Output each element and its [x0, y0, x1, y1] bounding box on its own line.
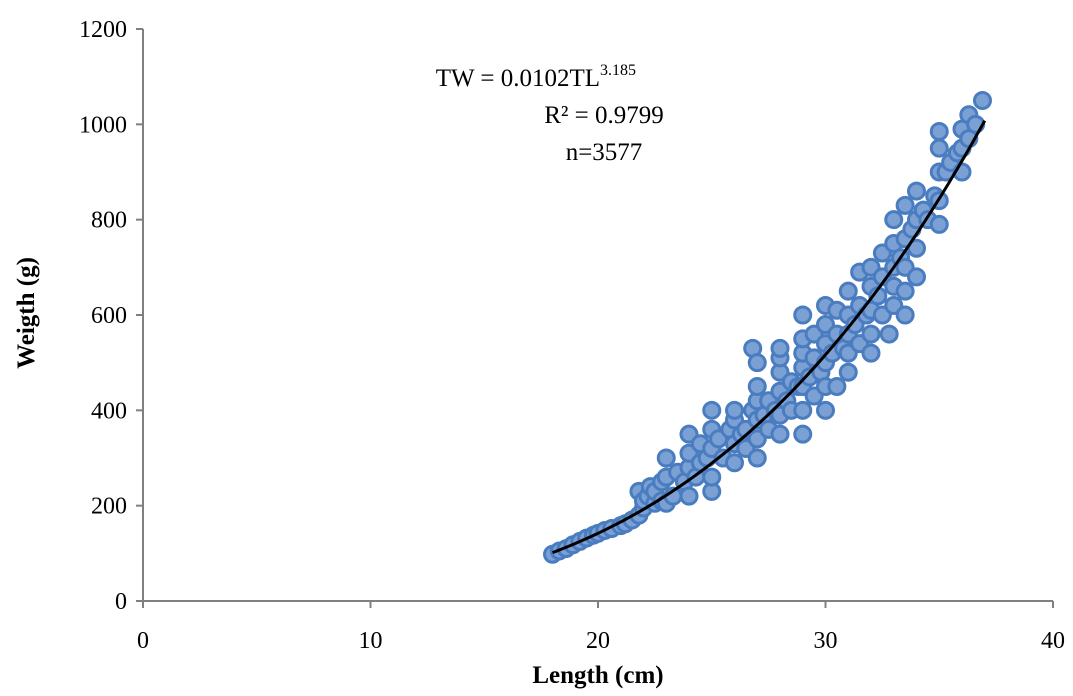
data-point: [747, 353, 767, 373]
data-point: [725, 453, 744, 473]
data-point: [861, 324, 881, 344]
equation-annotation: TW = 0.0102TL 3.185 R² = 0.9799 n=3577: [436, 62, 664, 166]
data-point: [793, 424, 813, 444]
data-point: [656, 448, 676, 468]
data-point: [827, 377, 847, 396]
tick-labels: 0 200 400 600 800 1000 1200 0 10 20 30 40: [79, 17, 1065, 654]
y-tick-label: 800: [91, 208, 127, 234]
x-axis-title: Length (cm): [532, 662, 663, 689]
data-point: [702, 400, 722, 420]
data-point: [879, 324, 899, 344]
data-point: [747, 377, 767, 396]
x-tick-label: 10: [359, 628, 383, 654]
r-squared-text: R² = 0.9799: [544, 102, 664, 129]
data-point: [907, 181, 926, 201]
data-point: [770, 424, 790, 444]
data-point: [679, 486, 699, 506]
data-point: [884, 210, 904, 230]
data-point: [702, 467, 722, 487]
data-point: [895, 305, 915, 325]
data-point: [816, 400, 835, 420]
equation-text: TW = 0.0102TL: [436, 65, 600, 92]
x-tick-label: 20: [586, 628, 610, 654]
data-point: [793, 400, 813, 420]
data-point: [895, 195, 915, 215]
data-point: [770, 338, 790, 358]
data-point: [972, 91, 992, 110]
x-tick-label: 0: [137, 628, 149, 654]
equation-exponent: 3.185: [600, 62, 636, 79]
data-point: [895, 281, 915, 301]
trend-line: [551, 119, 987, 555]
y-axis-title: Weigth (g): [13, 257, 40, 369]
sample-size-text: n=3577: [566, 139, 643, 166]
y-tick-label: 0: [115, 589, 127, 615]
y-tick-label: 1000: [79, 112, 127, 138]
data-point: [793, 305, 813, 325]
data-point: [929, 121, 949, 141]
data-point: [747, 448, 767, 468]
y-tick-label: 200: [91, 494, 127, 520]
x-tick-label: 30: [814, 628, 838, 654]
data-point: [838, 362, 858, 382]
y-tick-label: 1200: [79, 17, 127, 43]
data-points: [543, 91, 992, 564]
y-tick-label: 600: [91, 303, 127, 329]
data-point: [838, 281, 858, 301]
data-point: [929, 138, 949, 158]
data-point: [861, 343, 881, 363]
data-point: [725, 400, 744, 420]
axes: [136, 28, 1054, 608]
x-tick-label: 40: [1041, 628, 1065, 654]
y-tick-label: 400: [91, 398, 127, 424]
data-point: [907, 267, 926, 287]
data-point: [929, 214, 949, 234]
